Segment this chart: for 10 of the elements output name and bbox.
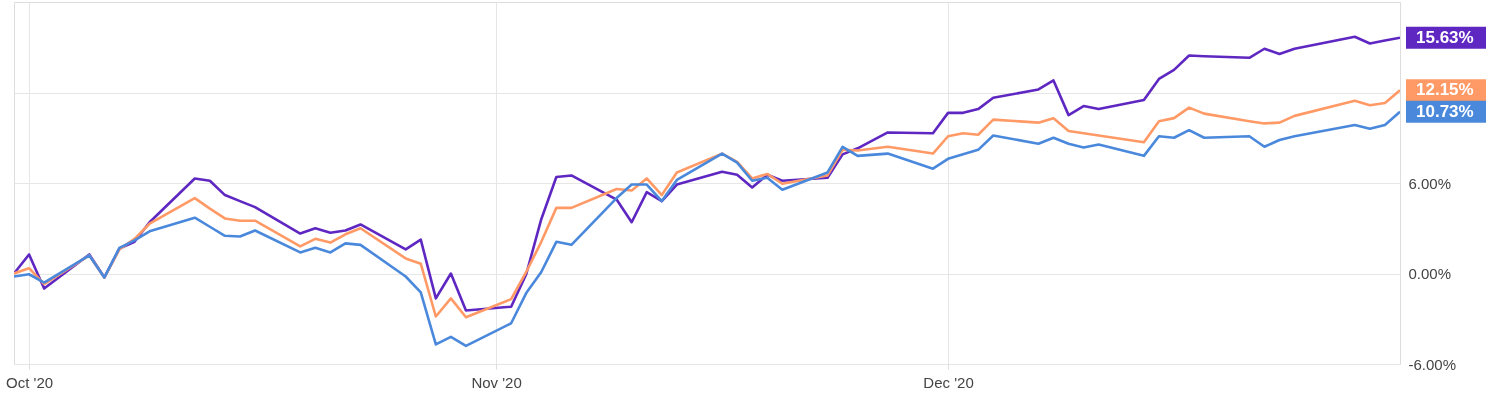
x-tick-label: Nov '20 (471, 373, 522, 391)
x-tick-label: Dec '20 (923, 373, 974, 391)
y-tick-label: 0.00% (1408, 265, 1452, 282)
data-label: 12.15% (1416, 80, 1474, 100)
data-label: 15.63% (1416, 27, 1474, 47)
x-tick-label: Oct '20 (6, 373, 54, 391)
y-tick-label: 6.00% (1408, 174, 1452, 192)
y-tick-label: -6.00% (1408, 355, 1457, 373)
line-series (14, 110, 1400, 348)
data-label: 10.73% (1416, 101, 1474, 121)
